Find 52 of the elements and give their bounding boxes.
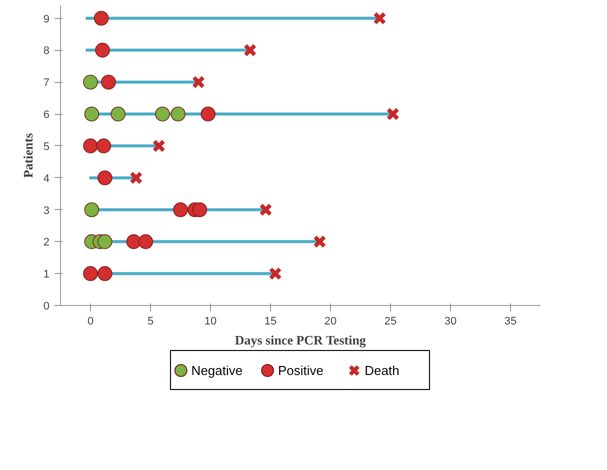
point [110,106,126,122]
x-tick-label: 30 [444,316,457,328]
point [155,106,170,122]
point [313,235,326,248]
point [386,107,400,121]
x-tick-label: 25 [384,316,397,328]
point [98,234,112,250]
point [83,74,98,90]
y-tick-label: 4 [43,172,50,185]
y-tick-label: 7 [43,77,50,90]
y-tick-label: 9 [43,13,50,26]
point [138,234,154,250]
point [268,266,282,280]
y-tick-label: 8 [43,45,50,58]
point [192,202,208,218]
legend-label: Positive [278,363,324,378]
point [98,266,112,281]
y-tick-label: 5 [43,140,50,153]
y-axis-title: Patients [20,133,36,178]
point [200,106,216,122]
point [126,234,142,250]
point [244,44,257,57]
point [84,202,100,218]
point [83,138,98,154]
point [95,42,110,58]
y-tick-label: 0 [43,300,50,312]
point [98,170,112,186]
x-axis-title: Days since PCR Testing [234,332,366,348]
x-tick-label: 10 [204,316,217,328]
y-tick-label: 6 [43,109,50,122]
point [173,202,188,218]
point [94,10,109,26]
point [373,12,386,25]
x-tick-label: 20 [324,316,337,328]
y-tick-label: 2 [43,236,50,249]
legend-label: Negative [191,363,243,378]
point [96,138,112,154]
legend-label: Death [364,363,400,378]
y-tick-label: 1 [43,268,50,281]
point [192,76,206,89]
point [84,106,100,122]
point [101,74,116,90]
point [83,266,98,281]
x-tick-label: 35 [504,316,517,328]
x-tick-label: 5 [147,316,154,328]
point [130,171,143,184]
point [259,203,272,216]
y-tick-label: 3 [43,204,50,217]
x-tick-label: 0 [87,316,94,328]
point [170,106,186,122]
x-tick-label: 15 [264,316,277,328]
point [152,139,166,153]
